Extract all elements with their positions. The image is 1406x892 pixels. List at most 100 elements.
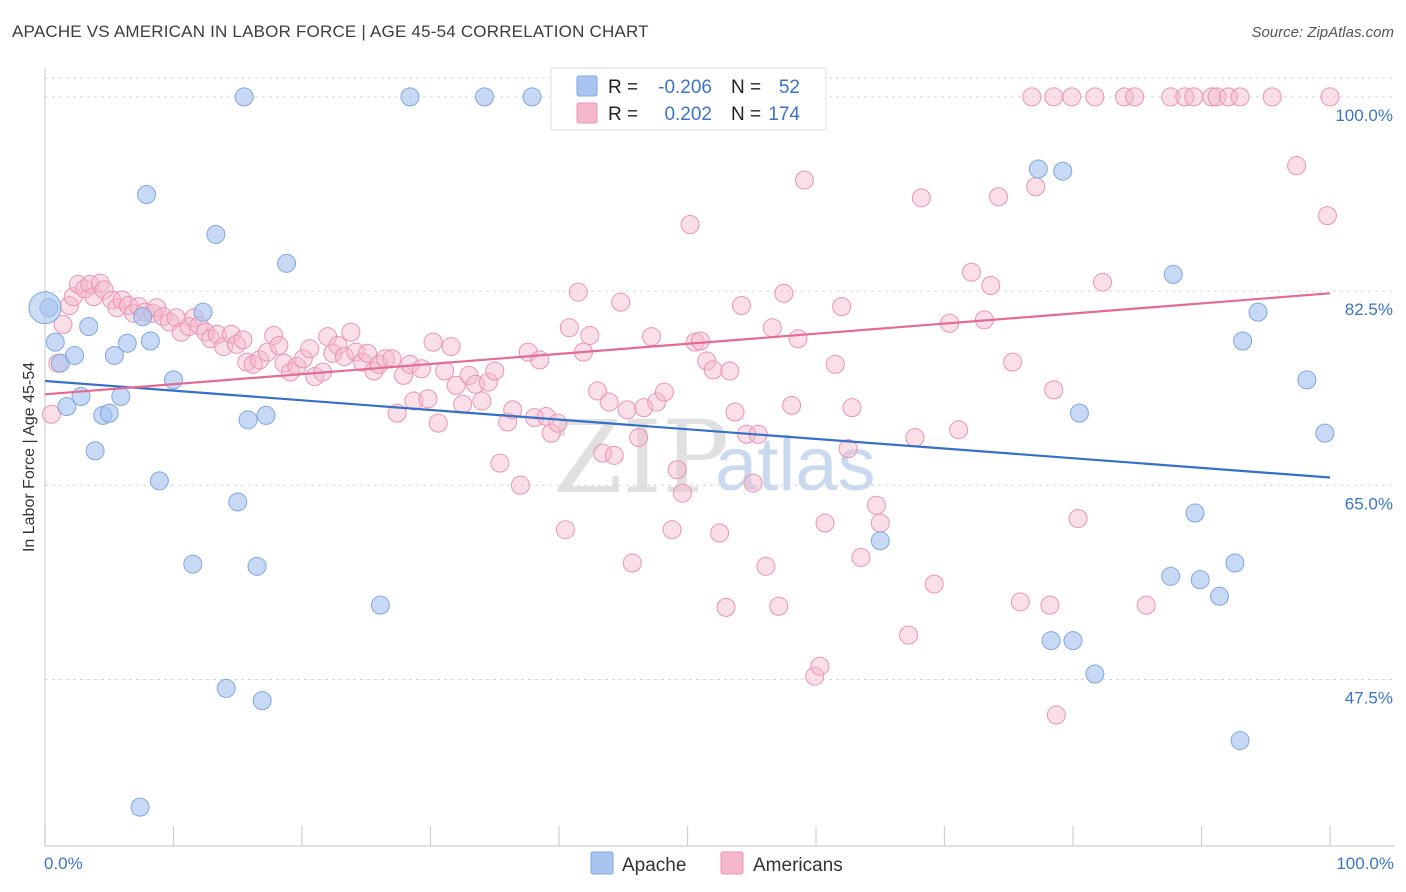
apache-point [256,405,276,425]
americans-point [1093,272,1113,292]
apache-point [130,797,150,817]
americans-point [1003,352,1023,372]
series-apache [28,87,1335,817]
americans-point [530,350,550,370]
apache-point [1063,631,1083,651]
apache-point [1185,503,1205,523]
apache-point [228,492,248,512]
americans-point [1085,87,1105,107]
correlation-legend: R = -0.206 N = 52 R = 0.202 N = 174 [550,67,827,131]
americans-point [1161,87,1181,107]
legend-swatch-americans [576,102,598,124]
americans-point [866,495,886,515]
americans-point [710,523,730,543]
apache-point [1085,664,1105,684]
apache-point [1225,553,1245,573]
americans-point [446,375,466,395]
bottom-legend-apache: Apache [622,855,686,876]
apache-point [1190,570,1210,590]
apache-point [247,556,267,576]
apache-point [1053,161,1073,181]
americans-point [485,361,505,381]
y-tick-label: 65.0% [1345,494,1393,513]
apache-point [1297,370,1317,390]
americans-point [53,314,73,334]
bottom-legend-swatch-apache [590,851,614,875]
apache-point [79,317,99,337]
americans-point [851,547,871,567]
series-americans [41,87,1340,725]
americans-point [680,214,700,234]
x-axis-ticks [44,826,1331,846]
americans-point [662,520,682,540]
americans-point [731,295,751,315]
apache-point [104,345,124,365]
americans-point [593,443,613,463]
americans-point [293,349,313,369]
x-tick-label-min: 0.0% [44,854,83,873]
apache-point [164,370,183,390]
americans-point [441,337,461,357]
americans-point [1320,87,1340,107]
americans-trendline [44,292,1331,396]
americans-point [1026,177,1046,197]
americans-point [478,372,498,392]
apache-point [1163,264,1183,284]
americans-point [762,318,782,338]
legend-americans-n-value: 174 [768,104,800,125]
americans-point [503,400,523,420]
apache-trendline [44,379,1331,479]
watermark-atlas: atlas [715,422,876,507]
bottom-legend-swatch-americans [720,851,744,875]
apache-point [57,396,77,416]
americans-point [548,413,568,433]
americans-point [555,520,575,540]
americans-point [782,395,802,415]
apache-point [45,332,65,352]
series-legend: Apache Americans [590,851,843,876]
apache-point-large [28,291,62,325]
apache-point [117,333,137,353]
americans-point [250,350,270,370]
americans-point [428,413,448,433]
americans-point [559,318,579,338]
americans-point [690,331,710,351]
watermark-zip: ZIP [553,399,729,516]
americans-point [825,354,845,374]
americans-point [112,290,132,310]
americans-point [41,404,61,424]
y-axis-label: In Labor Force | Age 45-54 [21,362,38,552]
americans-point [404,391,424,411]
americans-point [207,324,227,344]
apache-point [1233,331,1253,351]
americans-point [703,360,723,380]
apache-point [522,87,542,107]
americans-point [667,460,687,480]
chart-source: Source: ZipAtlas.com [1251,24,1394,41]
americans-point [1125,87,1145,107]
apache-point [183,554,203,574]
y-tick-label: 47.5% [1345,689,1393,708]
apache-point [1041,631,1061,651]
apache-point [1028,159,1048,179]
americans-point [498,412,518,432]
apache-point [111,387,131,407]
americans-point [280,362,300,382]
americans-point [794,170,814,190]
americans-point [842,398,862,418]
americans-point [1218,87,1238,107]
americans-point [1010,592,1030,612]
apache-point [1161,566,1181,586]
americans-point [412,359,432,379]
americans-point [541,423,561,443]
americans-point [63,287,83,307]
americans-point [629,428,649,448]
apache-point [65,345,85,365]
apache-point [206,224,226,244]
legend-americans-r-value: 0.202 [664,104,712,125]
apache-point [277,253,297,273]
americans-point [815,513,835,533]
americans-point [911,188,931,208]
apache-point [137,185,157,205]
americans-point [588,381,608,401]
